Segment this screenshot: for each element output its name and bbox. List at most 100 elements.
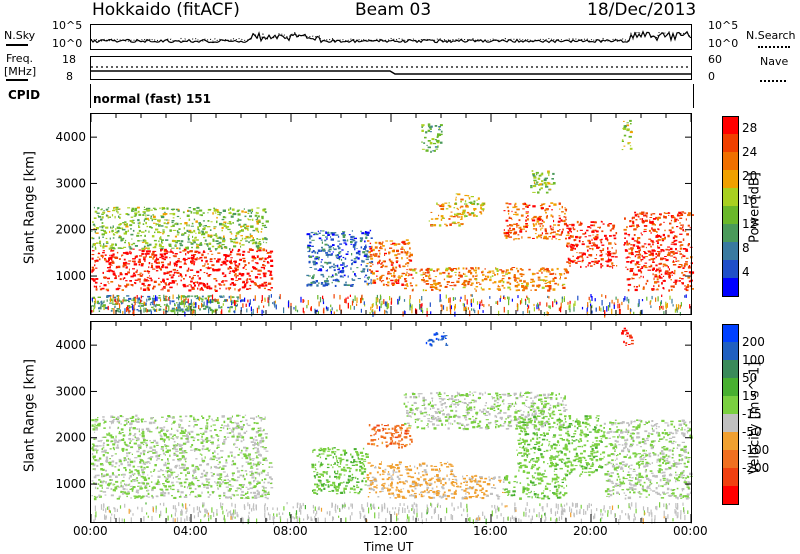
ground-scatter-cell: [660, 301, 662, 306]
scatter-cell: [421, 141, 423, 143]
scatter-cell: [530, 185, 533, 187]
scatter-cell: [252, 491, 256, 494]
scatter-cell: [112, 303, 116, 305]
scatter-cell: [185, 434, 188, 437]
ground-scatter-cell: [440, 304, 442, 307]
scatter-cell: [98, 236, 100, 240]
scatter-cell: [158, 240, 160, 243]
scatter-cell: [119, 223, 122, 225]
scatter-cell: [394, 254, 398, 257]
scatter-cell: [154, 486, 156, 489]
scatter-cell: [586, 229, 589, 232]
scatter-cell: [191, 286, 195, 289]
scatter-cell: [141, 471, 145, 474]
scatter-cell: [357, 257, 360, 260]
scatter-cell: [240, 484, 242, 487]
scatter-cell: [184, 464, 186, 467]
scatter-cell: [365, 258, 369, 261]
scatter-cell: [197, 494, 201, 496]
scatter-cell: [445, 269, 449, 272]
scatter-cell: [190, 436, 194, 439]
scatter-cell: [682, 255, 686, 258]
scatter-cell: [249, 456, 251, 459]
scatter-cell: [343, 283, 347, 286]
scatter-cell: [257, 464, 259, 467]
scatter-cell: [123, 223, 127, 226]
scatter-cell: [113, 207, 115, 210]
scatter-cell: [652, 240, 654, 243]
scatter-cell: [627, 278, 630, 281]
scatter-cell: [128, 464, 132, 467]
scatter-cell: [225, 287, 227, 290]
scatter-cell: [201, 282, 204, 284]
scatter-cell: [143, 443, 145, 446]
scatter-cell: [194, 495, 197, 498]
scatter-cell: [161, 287, 165, 289]
scatter-cell: [542, 237, 546, 240]
scatter-cell: [201, 231, 204, 234]
scatter-cell: [126, 488, 128, 491]
scatter-cell: [173, 447, 176, 450]
scatter-cell: [444, 223, 447, 225]
scatter-cell: [434, 139, 437, 141]
scatter-cell: [366, 282, 370, 284]
scatter-cell: [664, 236, 666, 239]
scatter-cell: [261, 418, 263, 421]
scatter-cell: [673, 256, 675, 258]
scatter-cell: [565, 219, 567, 221]
scatter-cell: [151, 494, 153, 497]
scatter-cell: [114, 232, 118, 233]
scatter-cell: [541, 286, 545, 289]
scatter-cell: [137, 240, 140, 242]
scatter-cell: [166, 466, 170, 469]
ground-scatter-cell: [191, 303, 193, 307]
scatter-cell: [684, 285, 687, 287]
scatter-cell: [226, 417, 230, 420]
colorbar-segment: [722, 242, 738, 261]
scatter-cell: [111, 474, 115, 476]
scatter-cell: [176, 429, 179, 432]
scatter-cell: [179, 448, 182, 451]
scatter-cell: [360, 230, 362, 233]
scatter-cell: [172, 255, 175, 257]
scatter-cell: [206, 282, 209, 286]
scatter-cell: [144, 485, 147, 487]
scatter-cell: [93, 497, 97, 501]
scatter-cell: [163, 476, 166, 478]
scatter-cell: [503, 231, 507, 234]
scatter-cell: [605, 260, 607, 262]
scatter-cell: [230, 267, 232, 269]
scatter-cell: [353, 258, 357, 260]
scatter-cell: [554, 276, 557, 279]
scatter-cell: [138, 474, 141, 476]
scatter-cell: [240, 225, 243, 228]
scatter-cell: [602, 223, 605, 225]
scatter-cell: [236, 274, 239, 277]
scatter-cell: [257, 463, 260, 466]
scatter-cell: [243, 446, 247, 449]
ground-scatter-cell: [403, 299, 406, 302]
scatter-cell: [573, 259, 576, 262]
scatter-cell: [94, 459, 97, 462]
ground-scatter-cell: [186, 307, 188, 311]
scatter-cell: [265, 249, 268, 252]
ground-scatter-cell: [183, 299, 185, 304]
scatter-cell: [163, 485, 166, 487]
scatter-cell: [218, 241, 222, 244]
scatter-cell: [123, 297, 125, 300]
scatter-cell: [155, 482, 159, 485]
scatter-cell: [93, 438, 96, 440]
scatter-cell: [548, 287, 552, 290]
scatter-cell: [505, 271, 507, 273]
scatter-cell: [127, 229, 129, 232]
scatter-cell: [263, 268, 266, 270]
scatter-cell: [402, 241, 406, 244]
scatter-cell: [256, 422, 259, 425]
scatter-cell: [210, 485, 213, 488]
scatter-cell: [546, 285, 550, 286]
scatter-cell: [487, 275, 490, 279]
scatter-cell: [152, 421, 156, 424]
scatter-cell: [231, 248, 234, 252]
scatter-cell: [601, 250, 604, 251]
scatter-cell: [91, 495, 93, 497]
